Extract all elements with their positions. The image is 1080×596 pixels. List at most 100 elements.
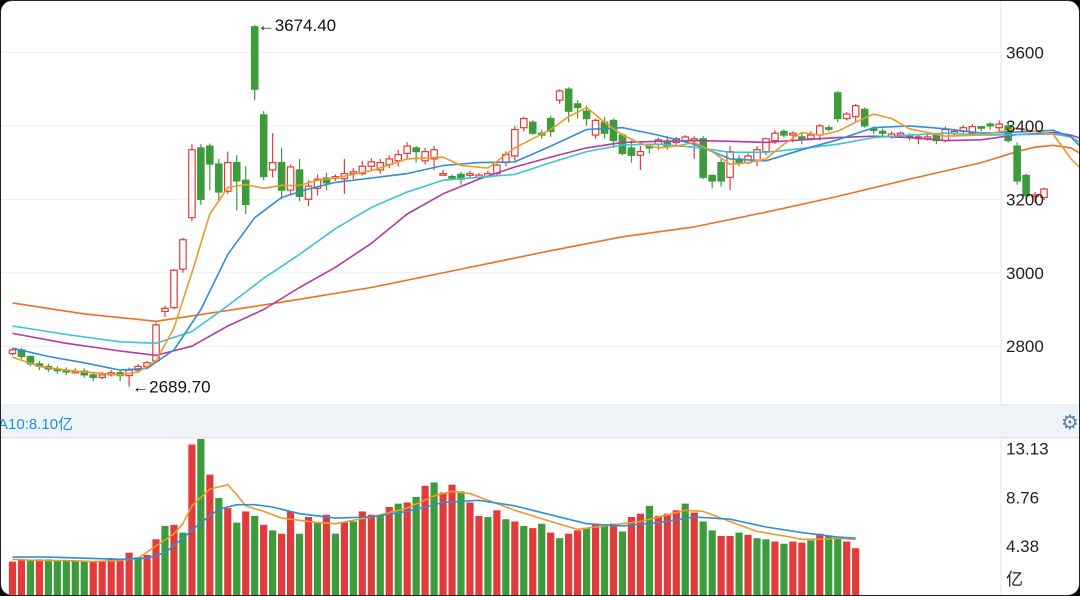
candle-body [295, 169, 304, 197]
candle [546, 115, 555, 137]
candle [241, 166, 250, 215]
ma5-line [12, 106, 1079, 376]
candle-body [511, 128, 519, 157]
candle [511, 125, 519, 161]
price-axis: 2800 3000 3200 3400 3600 [1006, 43, 1044, 356]
candle [170, 269, 178, 310]
candle-body [250, 26, 259, 90]
volume-bar [44, 559, 52, 595]
gear-icon[interactable]: ⚙ [1061, 410, 1079, 434]
candle-body [1040, 188, 1048, 199]
volume-bar [349, 521, 357, 595]
ma60-line [12, 144, 1079, 323]
candle [8, 348, 17, 356]
candle [403, 142, 411, 159]
ma20-line [12, 132, 1079, 345]
candle [636, 146, 645, 170]
volume-bar [600, 524, 609, 595]
candle-body [1022, 174, 1030, 197]
volume-bar [825, 535, 833, 595]
candle-body [573, 103, 582, 109]
volume-bar [484, 517, 492, 595]
candle [367, 158, 376, 171]
volume-ma5-line [12, 483, 856, 563]
volume-bar [224, 508, 232, 595]
candle-body [995, 123, 1004, 129]
candle [851, 103, 860, 123]
volume-bar [493, 510, 501, 595]
candle [62, 367, 71, 375]
volume-bar [690, 512, 698, 595]
candle [179, 237, 187, 273]
volume-bar [744, 534, 752, 595]
volume-bar [304, 517, 313, 595]
volume-bar [233, 522, 241, 595]
volume-bar [376, 514, 384, 595]
candle [1040, 187, 1048, 201]
volume-bar [251, 515, 259, 595]
candle [250, 25, 259, 101]
candle-body [1013, 145, 1021, 182]
candle [833, 90, 842, 123]
volume-bar [98, 560, 106, 595]
volume-bar [843, 541, 851, 595]
volume-bar [53, 560, 61, 595]
volume-bar [358, 511, 366, 595]
candle-body [286, 166, 295, 191]
candle-body [771, 132, 779, 142]
volume-bar [798, 542, 806, 595]
volume-bar [726, 535, 734, 595]
candle-body [358, 165, 367, 175]
volume-bar [582, 528, 591, 595]
volume-bar [421, 485, 429, 595]
candle [161, 305, 169, 317]
candle-body [241, 179, 250, 206]
candle [53, 366, 62, 374]
volume-bar [816, 533, 824, 595]
candle [268, 133, 277, 178]
candle-body [313, 178, 322, 189]
candle-body [851, 105, 860, 118]
volume-bar [645, 505, 653, 595]
candle-body [582, 110, 591, 120]
candle-body [842, 113, 851, 120]
volume-bar [520, 525, 528, 595]
candle [842, 111, 851, 121]
volume-bar [556, 538, 564, 595]
candle [780, 129, 788, 138]
volume-bar [717, 535, 725, 595]
ma10-line [12, 125, 1079, 371]
volume-bar [26, 560, 35, 595]
candle [412, 146, 420, 163]
candle-body [807, 134, 815, 140]
candle [995, 120, 1004, 132]
volume-bar [852, 548, 860, 595]
candle-body [448, 175, 456, 179]
candle [439, 169, 447, 176]
volume-bar [753, 538, 761, 595]
candle-body [161, 307, 169, 312]
price-tick-label: 3000 [1006, 264, 1044, 283]
volume-bar [681, 503, 689, 595]
candles-layer [8, 25, 1048, 387]
volume-bar [609, 523, 618, 595]
volume-bar [780, 543, 788, 595]
candle [878, 128, 887, 137]
volume-bar [502, 519, 510, 595]
candle-body [780, 130, 788, 136]
volume-bar [412, 496, 420, 595]
high-annotation: ←3674.40 [258, 16, 336, 35]
candle [977, 125, 986, 132]
low-annotation: ←2689.70 [132, 378, 210, 397]
volume-bar [269, 530, 277, 595]
candle-body [555, 90, 564, 101]
candle [277, 147, 286, 200]
volume-bar [161, 525, 169, 595]
candle-body [277, 162, 286, 191]
candle [986, 122, 995, 130]
candle-body [232, 162, 241, 182]
candle [699, 136, 707, 180]
candle-body [188, 149, 196, 219]
volume-bar [188, 444, 196, 595]
